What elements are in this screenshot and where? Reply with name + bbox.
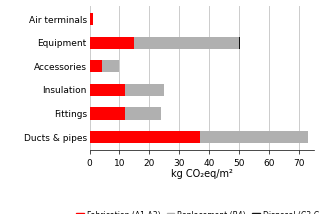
Bar [90, 60, 101, 73]
Bar [125, 107, 161, 120]
Bar [125, 84, 164, 96]
Bar [239, 37, 240, 49]
Bar [90, 84, 125, 96]
Legend: Fabrication (A1-A3), Replacement (B4), Disposal (C3-C4): Fabrication (A1-A3), Replacement (B4), D… [73, 208, 320, 214]
Bar [92, 13, 93, 25]
X-axis label: kg CO₂eq/m²: kg CO₂eq/m² [171, 169, 233, 179]
Bar [90, 13, 92, 25]
Bar [90, 107, 125, 120]
Bar [101, 60, 119, 73]
Bar [200, 131, 308, 143]
Bar [90, 131, 200, 143]
Bar [134, 37, 239, 49]
Bar [90, 37, 134, 49]
